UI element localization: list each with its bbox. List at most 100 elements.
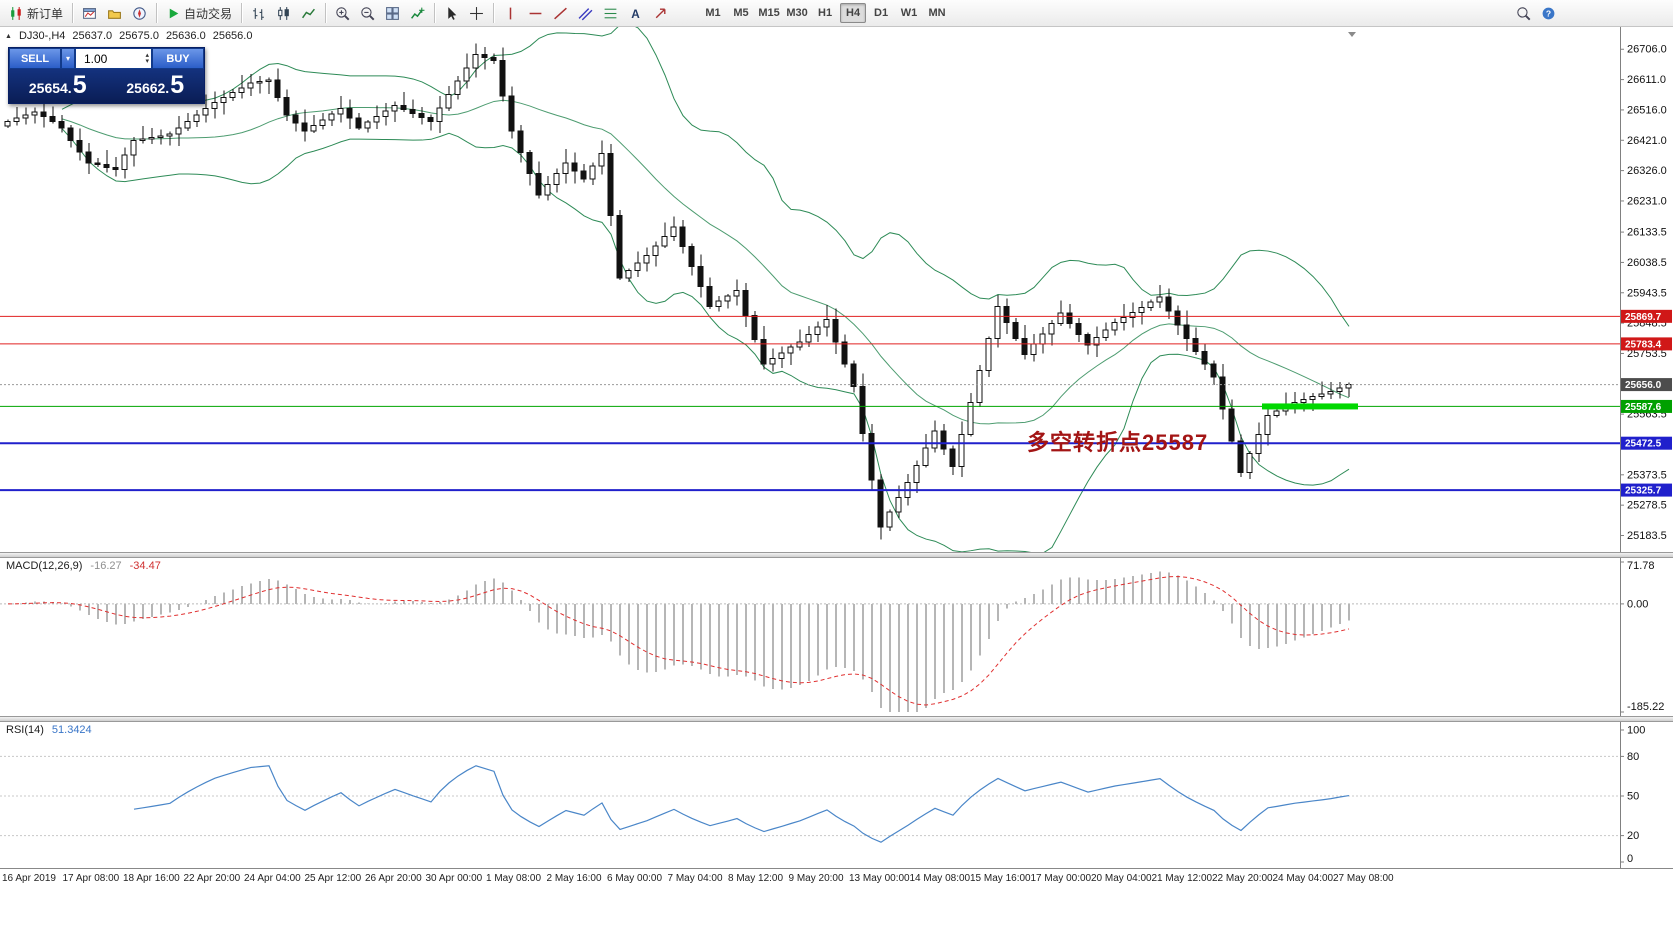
panel-splitter[interactable] <box>0 716 1673 722</box>
bollinger-upper-band <box>61 27 1350 327</box>
svg-text:80: 80 <box>1627 751 1639 763</box>
zoom-out-button[interactable] <box>355 2 380 24</box>
svg-text:26421.0: 26421.0 <box>1627 135 1667 147</box>
timeframe-m15-button[interactable]: M15 <box>758 7 780 19</box>
channel-button[interactable] <box>573 2 598 24</box>
time-axis[interactable]: 16 Apr 2019 17 Apr 08:00 18 Apr 16:00 22 Ap… <box>0 868 1673 890</box>
timeframe-d1-button[interactable]: D1 <box>874 7 889 19</box>
indicators-button[interactable] <box>405 2 430 24</box>
svg-text:25373.5: 25373.5 <box>1627 469 1667 481</box>
timeframe-m1-button[interactable]: M1 <box>705 7 721 19</box>
timeframe-m5-button[interactable]: M5 <box>733 7 749 19</box>
timeframe-mn-button[interactable]: MN <box>928 7 946 19</box>
bar-chart-button[interactable] <box>246 2 271 24</box>
time-axis-label: 9 May 20:00 <box>788 873 844 884</box>
svg-text:26611.0: 26611.0 <box>1627 74 1666 86</box>
macd-chart[interactable]: 71.78 0.00 -185.22 <box>0 558 1673 716</box>
svg-text:-185.22: -185.22 <box>1627 701 1664 713</box>
svg-text:26516.0: 26516.0 <box>1627 104 1667 116</box>
order-type-dropdown[interactable]: ▾ <box>61 48 75 69</box>
buy-button[interactable]: BUY <box>152 48 204 69</box>
macd-axis[interactable]: 71.78 0.00 -185.22 <box>1620 558 1664 716</box>
chart-annotation-text[interactable]: 多空转折点25587 <box>1027 430 1209 455</box>
time-axis-label: 22 May 20:00 <box>1212 873 1273 884</box>
line-chart-button[interactable] <box>296 2 321 24</box>
toolbar-separator <box>434 3 436 23</box>
symbol-info: ▲ DJ30-,H4 25637.0 25675.0 25636.0 25656… <box>5 30 252 42</box>
time-axis-label: 1 May 08:00 <box>486 873 542 884</box>
lot-stepper[interactable]: ▴ ▾ <box>145 51 149 65</box>
autotrading-button-label: 自动交易 <box>184 6 233 21</box>
vertical-line-button[interactable] <box>498 2 523 24</box>
time-axis-label: 24 Apr 04:00 <box>244 873 301 884</box>
macd-name: MACD(12,26,9) <box>6 560 83 572</box>
profiles-icon <box>107 6 122 21</box>
crosshair-button[interactable] <box>464 2 489 24</box>
rsi-name: RSI(14) <box>6 724 44 736</box>
help-icon: ? <box>1541 6 1556 21</box>
sell-button[interactable]: SELL <box>9 48 61 69</box>
charts-window-button[interactable] <box>77 2 102 24</box>
search-icon <box>1516 6 1531 21</box>
svg-text:20: 20 <box>1627 830 1639 842</box>
bollinger-lower-band <box>61 128 1350 552</box>
svg-text:26231.0: 26231.0 <box>1627 195 1667 207</box>
profiles-button[interactable] <box>102 2 127 24</box>
price-tag <box>1621 399 1672 413</box>
text-label-button[interactable]: A <box>623 2 648 24</box>
rsi-axis[interactable]: 100 80 50 20 0 <box>1620 722 1645 868</box>
rsi-line <box>133 765 1350 843</box>
price-axis[interactable]: 26706.0 26611.0 26516.0 26421.0 26326.0 26231… <box>1620 27 1672 552</box>
lot-size-value: 1.00 <box>84 51 108 66</box>
chevron-up-icon: ▴ <box>145 51 149 59</box>
tile-windows-button[interactable] <box>380 2 405 24</box>
trendline-button[interactable] <box>548 2 573 24</box>
search-button[interactable] <box>1511 2 1536 24</box>
scroll-to-end-icon[interactable] <box>1348 32 1356 37</box>
cursor-icon <box>444 6 459 21</box>
timeframe-m30-button[interactable]: M30 <box>786 7 808 19</box>
rsi-chart[interactable]: 100 80 50 20 0 <box>0 722 1673 868</box>
price-tag <box>1621 483 1672 497</box>
price-tag <box>1621 378 1672 392</box>
candlestick-chart-button[interactable] <box>271 2 296 24</box>
toolbar: 新订单 自动交易 A M1 M5 M15 M30 H1 H4 D1 W1 MN ? <box>0 0 1673 27</box>
new-order-button[interactable]: 新订单 <box>4 2 68 24</box>
one-click-trading-panel: SELL ▾ 1.00 ▴ ▾ BUY 25654. 5 2 <box>8 47 205 104</box>
toolbar-right-group: ? <box>1511 0 1561 26</box>
autotrading-button[interactable]: 自动交易 <box>161 2 237 24</box>
arrow-tool-button[interactable] <box>648 2 673 24</box>
help-button[interactable]: ? <box>1536 2 1561 24</box>
time-axis-label: 6 May 00:00 <box>607 873 663 884</box>
highlight-trend-segment[interactable] <box>1262 403 1358 410</box>
zoom-in-icon <box>335 6 350 21</box>
timeframe-h4-button[interactable]: H4 <box>840 3 867 23</box>
price-chart[interactable]: 26706.0 26611.0 26516.0 26421.0 26326.0 26231… <box>0 27 1673 552</box>
toolbar-separator <box>325 3 327 23</box>
panel-splitter[interactable] <box>0 552 1673 558</box>
zoom-in-button[interactable] <box>330 2 355 24</box>
svg-text:?: ? <box>1546 8 1551 18</box>
time-axis-label: 17 Apr 08:00 <box>62 873 120 884</box>
time-axis-label: 7 May 04:00 <box>667 873 723 884</box>
cursor-button[interactable] <box>439 2 464 24</box>
timeframe-h1-button[interactable]: H1 <box>818 7 833 19</box>
svg-text:25783.4: 25783.4 <box>1625 339 1662 350</box>
fibonacci-button[interactable] <box>598 2 623 24</box>
time-axis-label: 15 May 16:00 <box>970 873 1031 884</box>
rsi-value: 51.3424 <box>51 724 92 736</box>
horizontal-line-button[interactable] <box>523 2 548 24</box>
collapse-chart-icon[interactable]: ▲ <box>5 32 12 40</box>
svg-text:26133.5: 26133.5 <box>1627 227 1667 239</box>
svg-text:0: 0 <box>1627 853 1633 865</box>
navigator-button[interactable] <box>127 2 152 24</box>
time-axis-label: 16 Apr 2019 <box>2 873 56 884</box>
time-axis-label: 13 May 00:00 <box>849 873 910 884</box>
timeframe-w1-button[interactable]: W1 <box>900 7 918 19</box>
macd-signal-value: -34.47 <box>129 560 161 572</box>
line-chart-icon <box>301 6 316 21</box>
macd-histogram <box>16 571 1350 712</box>
lot-size-field[interactable]: 1.00 ▴ ▾ <box>75 48 152 69</box>
buy-price: 25662. 5 <box>126 71 185 99</box>
ohlc-close: 25656.0 <box>212 30 253 42</box>
